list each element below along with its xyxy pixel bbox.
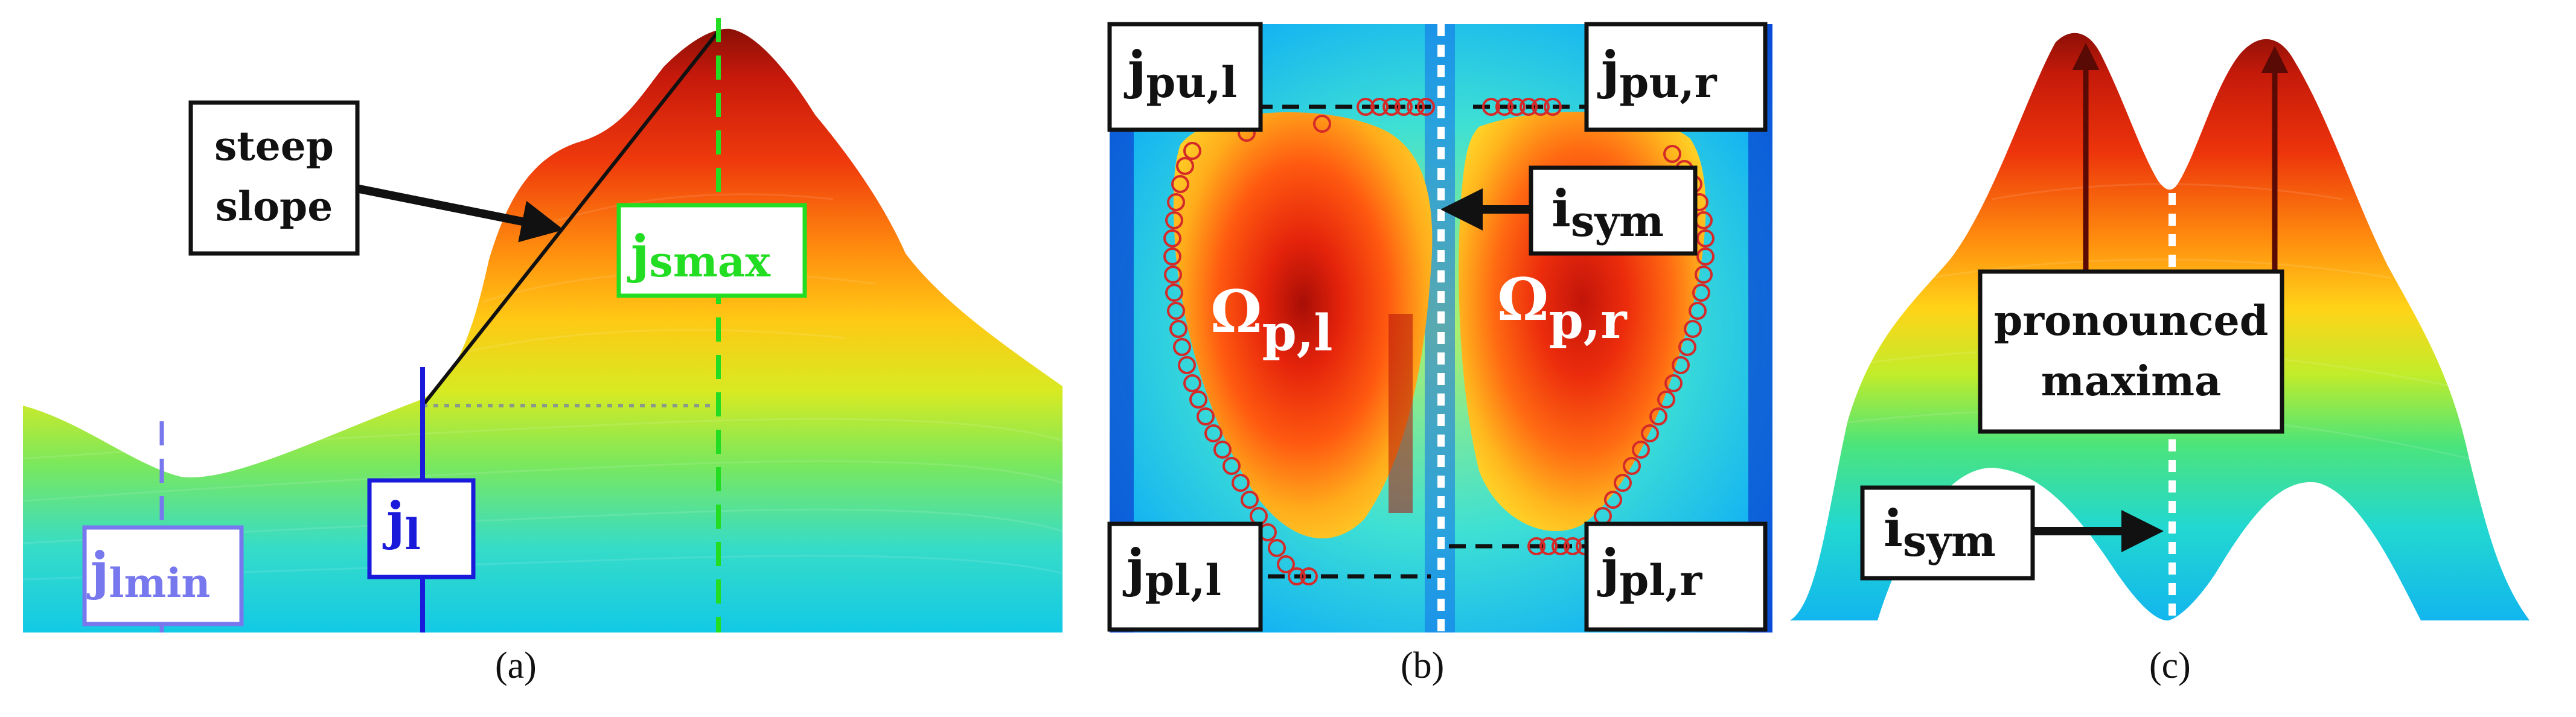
isym-c-main: i — [1884, 499, 1903, 558]
svg-text:jpu,r: jpu,r — [1597, 40, 1718, 107]
jsmax-sub: smax — [649, 237, 771, 287]
omega-pl-sub: p,l — [1262, 304, 1332, 362]
contour-circles-left — [1163, 98, 1435, 585]
isym-b-main: i — [1552, 179, 1571, 238]
isym-c-sub: sym — [1903, 516, 1996, 566]
label-steep-slope: steep slope — [188, 100, 360, 256]
pronounced-text-1: pronounced — [1994, 297, 2269, 345]
label-jlmin: jlmin — [82, 525, 244, 626]
omega-pl-region — [1173, 112, 1433, 539]
label-jpl-r: jpl,r — [1584, 521, 1768, 632]
label-isym-b: isym — [1529, 165, 1698, 256]
steep-slope-line — [421, 30, 720, 407]
svg-text:jpu,l: jpu,l — [1123, 40, 1237, 107]
jsmax-main: j — [627, 224, 649, 284]
jpl-l-sub: pl,l — [1145, 555, 1221, 605]
jpl-l-main: j — [1122, 538, 1145, 598]
caption-c: (c) — [2149, 645, 2191, 686]
jpu-r-main: j — [1597, 40, 1619, 100]
omega-pr-sub: p,r — [1548, 292, 1628, 350]
label-jpu-r: jpu,r — [1584, 22, 1768, 132]
svg-text:jpl,l: jpl,l — [1122, 538, 1221, 605]
panel-a-surface — [23, 28, 1063, 633]
svg-text:isym: isym — [1552, 179, 1664, 246]
label-omega-pr: Ωp,r — [1497, 266, 1628, 350]
steep-slope-text-2: slope — [216, 183, 333, 230]
omega-pr-main: Ω — [1497, 266, 1548, 334]
jlmin-main: j — [86, 541, 109, 601]
jpl-r-sub: pl,r — [1619, 555, 1702, 605]
svg-text:jl: jl — [382, 491, 421, 559]
jpu-l-sub: pu,l — [1146, 57, 1237, 107]
pronounced-text-2: maxima — [2041, 357, 2221, 406]
label-jl: jl — [367, 478, 476, 579]
omega-pl-main: Ω — [1210, 278, 1262, 346]
label-isym-c: isym — [1860, 485, 2035, 581]
jpu-l-main: j — [1123, 40, 1146, 100]
jl-sub: l — [404, 509, 421, 559]
jpl-r-main: j — [1597, 538, 1619, 598]
label-jsmax: jsmax — [616, 203, 807, 298]
jl-main: j — [382, 491, 404, 550]
caption-b: (b) — [1401, 645, 1445, 686]
label-omega-pl: Ωp,l — [1210, 278, 1333, 362]
jpu-r-sub: pu,r — [1619, 57, 1717, 107]
steep-slope-arrow — [355, 184, 564, 243]
svg-text:jpl,r: jpl,r — [1597, 538, 1702, 605]
label-pronounced-maxima: pronounced maxima — [1978, 269, 2284, 434]
svg-text:jsmax: jsmax — [627, 224, 771, 287]
caption-a: (a) — [495, 645, 537, 686]
svg-text:isym: isym — [1884, 499, 1996, 566]
label-jpl-l: jpl,l — [1107, 521, 1263, 632]
svg-text:jlmin: jlmin — [86, 541, 210, 607]
jlmin-sub: lmin — [109, 559, 210, 607]
steep-slope-text-1: steep — [214, 123, 334, 170]
label-jpu-l: jpu,l — [1107, 22, 1263, 132]
isym-b-sub: sym — [1571, 196, 1664, 246]
